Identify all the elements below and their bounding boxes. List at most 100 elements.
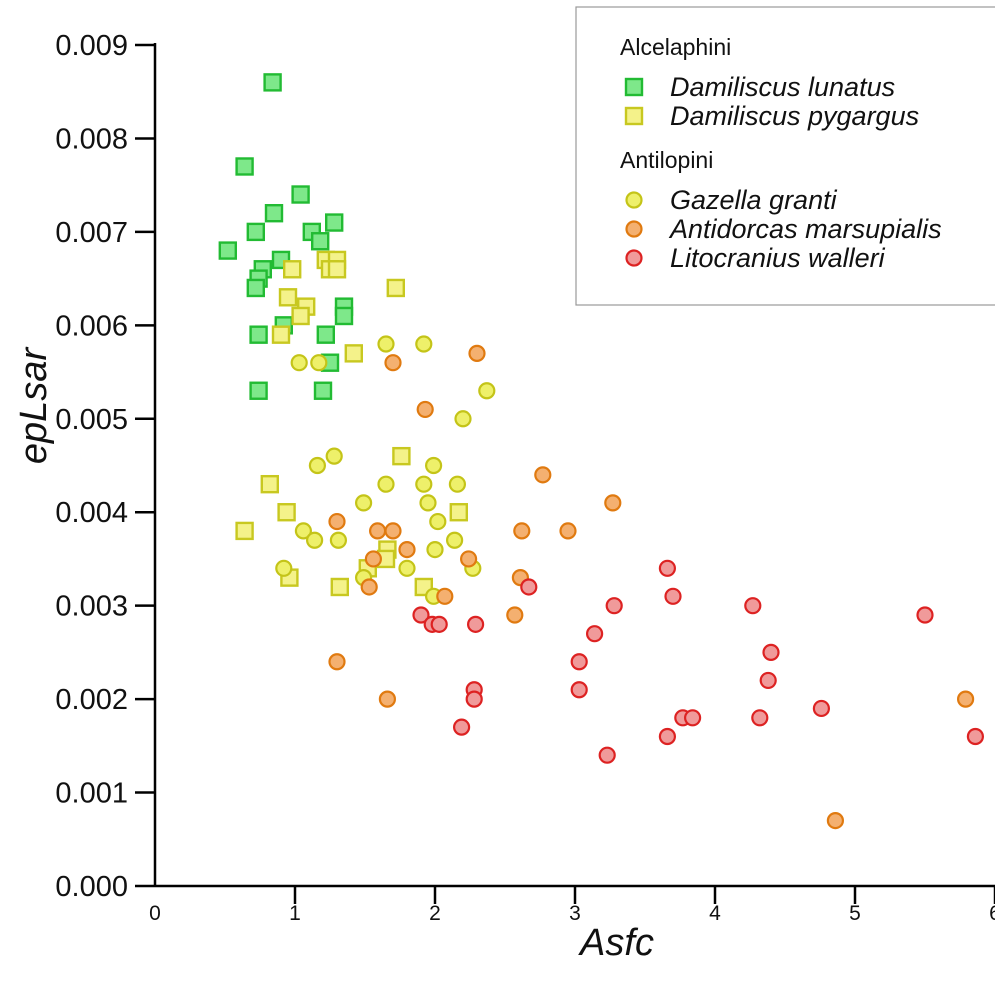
legend-entry-label: Litocranius walleri (670, 243, 886, 273)
legend-entry-label: Gazella granti (670, 185, 838, 215)
data-point (600, 748, 615, 763)
y-axis-title: epLsar (13, 347, 55, 465)
data-point (276, 561, 291, 576)
data-point (918, 608, 933, 623)
data-point (660, 561, 675, 576)
data-point (310, 458, 325, 473)
data-point (745, 598, 760, 613)
data-point (426, 458, 441, 473)
data-point (828, 813, 843, 828)
legend-marker (626, 79, 642, 95)
y-tick-label: 0.002 (55, 684, 128, 716)
data-point (400, 561, 415, 576)
data-point (379, 337, 394, 352)
y-tick-label: 0.000 (55, 871, 128, 903)
data-point (607, 598, 622, 613)
data-point (470, 346, 485, 361)
x-tick-label: 1 (289, 902, 301, 925)
data-point (379, 477, 394, 492)
data-point (456, 411, 471, 426)
data-point (437, 589, 452, 604)
data-point (666, 589, 681, 604)
legend: Alcelaphini Damiliscus lunatusDamiliscus … (576, 7, 995, 305)
legend-entry-label: Damiliscus pygargus (670, 101, 919, 131)
y-tick-label: 0.007 (55, 217, 128, 249)
y-tick-label: 0.001 (55, 778, 128, 810)
data-point (292, 355, 307, 370)
x-tick-label: 6 (989, 902, 995, 925)
y-tick-label: 0.006 (55, 310, 128, 342)
x-tick-label: 2 (429, 902, 441, 925)
data-point (248, 224, 264, 240)
data-point (251, 383, 267, 399)
data-point (400, 542, 415, 557)
data-point (332, 579, 348, 595)
data-point (311, 355, 326, 370)
data-point (514, 523, 529, 538)
data-point (660, 729, 675, 744)
data-point (237, 158, 253, 174)
data-point (432, 617, 447, 632)
legend-group-title: Antilopini (620, 147, 713, 173)
x-axis-title: Asfc (578, 922, 654, 964)
data-point (572, 654, 587, 669)
y-tick-label: 0.009 (55, 30, 128, 62)
data-point (329, 261, 345, 277)
data-point (535, 467, 550, 482)
y-ticks: 0.0000.0010.0020.0030.0040.0050.0060.007… (55, 30, 155, 903)
data-point (421, 495, 436, 510)
data-point (958, 692, 973, 707)
data-point (318, 327, 334, 343)
data-point (587, 626, 602, 641)
data-point (220, 243, 236, 259)
data-point (315, 383, 331, 399)
data-point (327, 449, 342, 464)
data-point (380, 692, 395, 707)
legend-group-title: Alcelaphini (620, 34, 731, 60)
data-point (507, 608, 522, 623)
data-point (330, 654, 345, 669)
data-point (761, 673, 776, 688)
data-point (266, 205, 282, 221)
data-point (479, 383, 494, 398)
data-point (416, 477, 431, 492)
data-point (685, 710, 700, 725)
y-tick-label: 0.008 (55, 123, 128, 155)
data-point (752, 710, 767, 725)
data-point (293, 187, 309, 203)
data-point (293, 308, 309, 324)
data-point (418, 402, 433, 417)
data-point (386, 355, 401, 370)
data-point (450, 477, 465, 492)
data-point (451, 504, 467, 520)
data-point (280, 289, 296, 305)
data-point (248, 280, 264, 296)
data-point (307, 533, 322, 548)
data-point (605, 495, 620, 510)
data-point (814, 701, 829, 716)
legend-marker (627, 222, 642, 237)
series-group (220, 74, 352, 398)
data-point (262, 476, 278, 492)
data-point (461, 551, 476, 566)
legend-marker (627, 193, 642, 208)
data-point (251, 327, 267, 343)
data-point (416, 337, 431, 352)
data-point (362, 579, 377, 594)
data-point (366, 551, 381, 566)
data-point (428, 542, 443, 557)
data-point (572, 682, 587, 697)
data-point (312, 233, 328, 249)
data-point (968, 729, 983, 744)
data-point (447, 533, 462, 548)
data-point (279, 504, 295, 520)
data-point (370, 523, 385, 538)
data-point (330, 514, 345, 529)
data-point (467, 692, 482, 707)
legend-entry-label: Damiliscus lunatus (670, 72, 895, 102)
data-point (393, 448, 409, 464)
data-point (273, 327, 289, 343)
x-tick-label: 4 (709, 902, 721, 925)
data-point (336, 308, 352, 324)
